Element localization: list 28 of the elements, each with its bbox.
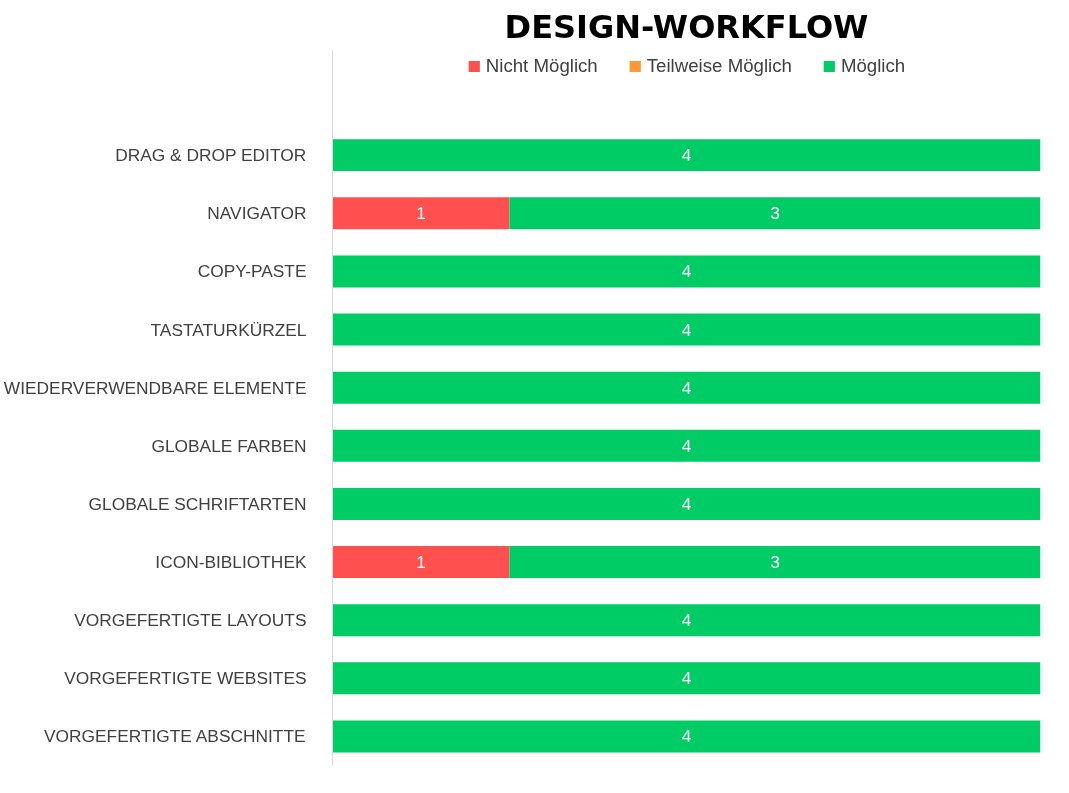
legend-label: Teilweise Möglich bbox=[646, 55, 792, 77]
y-tick-label: VORGEFERTIGTE ABSCHNITTE bbox=[43, 726, 306, 747]
data-label: 4 bbox=[681, 493, 692, 514]
data-label: 4 bbox=[681, 668, 692, 689]
chart-title: DESIGN-WORKFLOW bbox=[504, 7, 869, 46]
data-label: 4 bbox=[681, 435, 692, 456]
data-label: 4 bbox=[681, 319, 692, 340]
data-label: 4 bbox=[681, 377, 692, 398]
data-label: 4 bbox=[681, 261, 692, 282]
y-tick-label: DRAG & DROP EDITOR bbox=[115, 145, 307, 166]
data-label: 3 bbox=[770, 203, 780, 224]
legend-label: Möglich bbox=[840, 55, 906, 77]
data-label: 4 bbox=[681, 726, 692, 747]
data-label: 1 bbox=[416, 203, 426, 224]
data-label: 4 bbox=[681, 610, 692, 631]
legend-label: Nicht Möglich bbox=[485, 55, 598, 77]
data-label: 1 bbox=[416, 552, 426, 573]
y-tick-label: VORGEFERTIGTE WEBSITES bbox=[64, 668, 307, 689]
y-tick-label: COPY-PASTE bbox=[197, 261, 307, 282]
y-tick-label: ICON-BIBLIOTHEK bbox=[155, 552, 307, 573]
y-tick-label: WIEDERVERWENDBARE ELEMENTE bbox=[3, 377, 307, 398]
y-tick-label: TASTATURKÜRZEL bbox=[150, 319, 307, 340]
y-tick-label: GLOBALE FARBEN bbox=[151, 435, 307, 456]
data-label: 3 bbox=[770, 552, 780, 573]
y-tick-label: GLOBALE SCHRIFTARTEN bbox=[88, 493, 307, 514]
data-label: 4 bbox=[681, 145, 692, 166]
y-tick-label: VORGEFERTIGTE LAYOUTS bbox=[74, 610, 307, 631]
y-tick-label: NAVIGATOR bbox=[207, 203, 307, 224]
